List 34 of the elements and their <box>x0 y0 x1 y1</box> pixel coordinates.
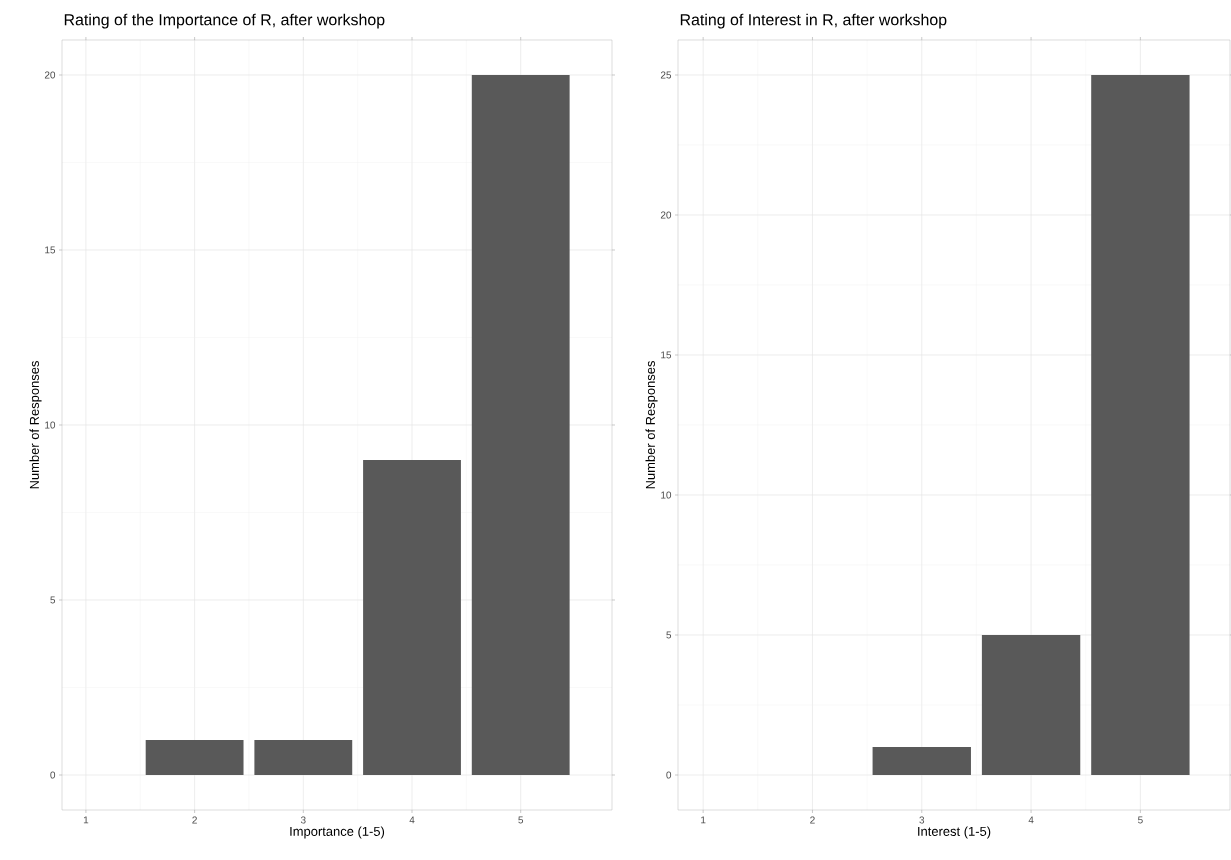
bar <box>471 74 570 775</box>
y-tick-label: 0 <box>50 771 56 779</box>
x-tick-label: 1 <box>701 816 706 824</box>
chart-title: Rating of the Importance of R, after workshop <box>64 13 385 29</box>
x-axis-title: Interest (1-5) <box>918 826 991 839</box>
y-tick-label: 20 <box>660 211 672 219</box>
y-axis-title: Number of Responses <box>29 361 42 489</box>
chart-title: Rating of Interest in R, after workshop <box>680 13 947 29</box>
x-tick-label: 5 <box>1138 816 1143 824</box>
bar <box>872 747 971 775</box>
bar <box>145 740 244 775</box>
x-tick-label: 2 <box>192 816 197 824</box>
y-tick-label: 15 <box>45 246 56 254</box>
bar <box>981 635 1081 775</box>
bar <box>363 460 461 775</box>
bar <box>254 740 353 775</box>
bar <box>1091 74 1190 775</box>
y-tick-label: 10 <box>661 491 672 499</box>
x-tick-label: 5 <box>518 816 524 824</box>
x-tick-label: 4 <box>409 816 415 824</box>
y-tick-label: 0 <box>666 771 672 779</box>
x-tick-label: 1 <box>83 816 89 824</box>
y-tick-label: 15 <box>661 351 672 359</box>
y-tick-label: 20 <box>44 71 56 79</box>
x-tick-label: 3 <box>300 816 306 824</box>
y-axis-title: Number of Responses <box>645 361 658 489</box>
y-tick-label: 25 <box>660 71 672 79</box>
x-tick-label: 3 <box>919 816 925 824</box>
x-tick-label: 4 <box>1028 816 1034 824</box>
x-axis-title: Importance (1-5) <box>290 826 385 839</box>
y-tick-label: 5 <box>50 596 56 604</box>
x-tick-label: 2 <box>810 816 815 824</box>
y-tick-label: 5 <box>666 631 672 639</box>
y-tick-label: 10 <box>45 421 56 429</box>
